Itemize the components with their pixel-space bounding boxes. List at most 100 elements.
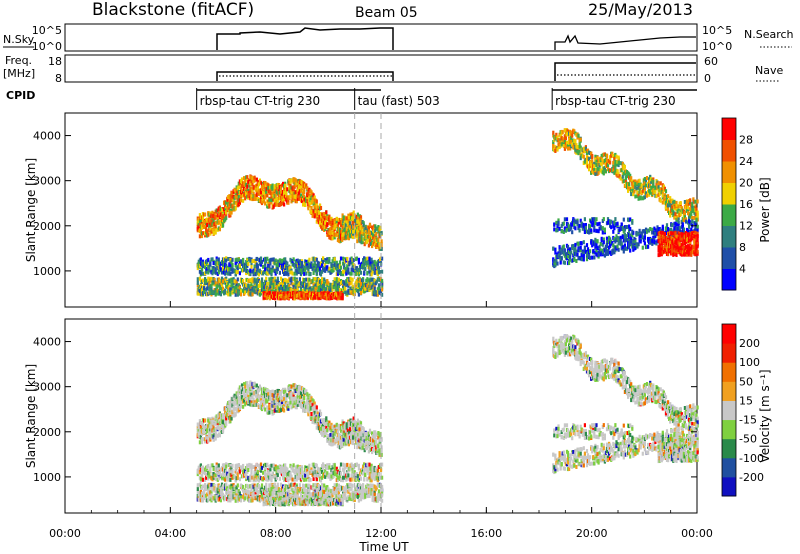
power-cell xyxy=(691,219,694,224)
power-cell xyxy=(669,213,672,218)
power-cell xyxy=(593,255,596,260)
power-cell xyxy=(641,245,644,250)
power-cell xyxy=(643,235,646,240)
power-cell xyxy=(239,198,243,203)
freq-tick-top: 18 xyxy=(48,55,62,68)
power-cell xyxy=(243,192,246,197)
power-cell xyxy=(621,174,624,179)
power-cell xyxy=(650,179,653,184)
power-cell xyxy=(245,271,248,276)
power-cell xyxy=(571,222,574,227)
power-cell xyxy=(375,232,378,236)
power-cell xyxy=(331,287,334,292)
power-cell xyxy=(231,262,234,267)
power-cell xyxy=(316,281,319,286)
power-cell xyxy=(693,238,696,243)
power-cell xyxy=(325,218,328,223)
power-cell xyxy=(327,233,330,237)
power-cell xyxy=(693,215,696,220)
power-cell xyxy=(253,287,256,292)
power-cell xyxy=(581,226,584,231)
power-cell xyxy=(591,159,594,164)
power-cell xyxy=(644,183,648,188)
power-cell xyxy=(380,241,383,246)
power-cell xyxy=(314,277,317,282)
power-cell xyxy=(630,192,633,197)
power-cell xyxy=(285,264,288,269)
power-cell xyxy=(350,267,353,272)
power-cell xyxy=(307,206,310,211)
power-cell xyxy=(651,230,654,235)
power-cell xyxy=(617,247,620,252)
power-cell xyxy=(295,277,298,282)
power-cell xyxy=(196,283,199,288)
power-cell xyxy=(692,245,695,250)
power-cell xyxy=(204,212,207,217)
nsearch-tick-top: 10^5 xyxy=(702,24,732,37)
power-cell xyxy=(217,277,220,282)
power-cell xyxy=(252,191,255,196)
power-cell xyxy=(622,249,625,254)
power-cell xyxy=(227,257,230,261)
power-cell xyxy=(221,286,225,291)
power-cell xyxy=(237,185,240,190)
power-cell xyxy=(272,257,275,262)
power-cell xyxy=(299,193,303,198)
power-cell xyxy=(299,285,303,290)
power-cell xyxy=(620,168,623,172)
power-cell xyxy=(201,231,205,236)
power-cell xyxy=(339,222,343,227)
power-cell xyxy=(684,219,688,224)
power-cell xyxy=(249,268,252,273)
power-cell xyxy=(246,184,249,189)
power-cell xyxy=(364,232,367,237)
power-cell xyxy=(639,195,642,200)
power-cell xyxy=(639,237,642,242)
power-cell xyxy=(638,178,641,183)
power-cell xyxy=(672,209,675,213)
power-cell xyxy=(311,213,314,218)
power-cell xyxy=(577,133,580,138)
power-cell xyxy=(373,278,376,283)
power-cell xyxy=(675,237,678,242)
power-cell xyxy=(342,225,345,230)
power-cell xyxy=(328,288,331,292)
power-cell xyxy=(582,223,585,228)
power-cell xyxy=(343,257,346,262)
power-cell xyxy=(294,178,297,183)
power-cell xyxy=(359,288,363,293)
power-cell xyxy=(206,230,209,235)
power-cell xyxy=(654,185,657,190)
power-cell xyxy=(346,222,349,226)
nsearch-trace xyxy=(554,34,696,50)
power-cell xyxy=(339,265,343,270)
power-cell xyxy=(268,277,271,282)
power-cell xyxy=(366,262,369,267)
power-cell xyxy=(376,292,379,297)
power-cell xyxy=(276,199,279,204)
power-cell xyxy=(217,280,220,285)
power-cell xyxy=(319,272,323,277)
power-cell xyxy=(629,173,632,178)
power-cell xyxy=(329,285,332,290)
power-cell xyxy=(303,271,306,276)
power-cell xyxy=(224,290,227,295)
power-cell xyxy=(250,282,253,287)
power-cell xyxy=(600,162,603,167)
power-cell xyxy=(358,268,362,273)
power-cell xyxy=(635,186,638,191)
power-cell xyxy=(578,228,581,233)
power-cell xyxy=(291,193,294,198)
power-cell xyxy=(652,179,655,184)
power-cell xyxy=(644,227,648,232)
power-cell xyxy=(308,257,311,262)
power-cell xyxy=(209,227,212,231)
power-cell xyxy=(271,287,274,292)
power-cell xyxy=(338,268,342,273)
power-cell xyxy=(574,139,577,144)
power-cell xyxy=(276,278,279,283)
power-cell xyxy=(687,229,690,234)
power-cell xyxy=(556,136,559,141)
power-cell xyxy=(357,292,360,297)
power-cell xyxy=(275,202,278,207)
